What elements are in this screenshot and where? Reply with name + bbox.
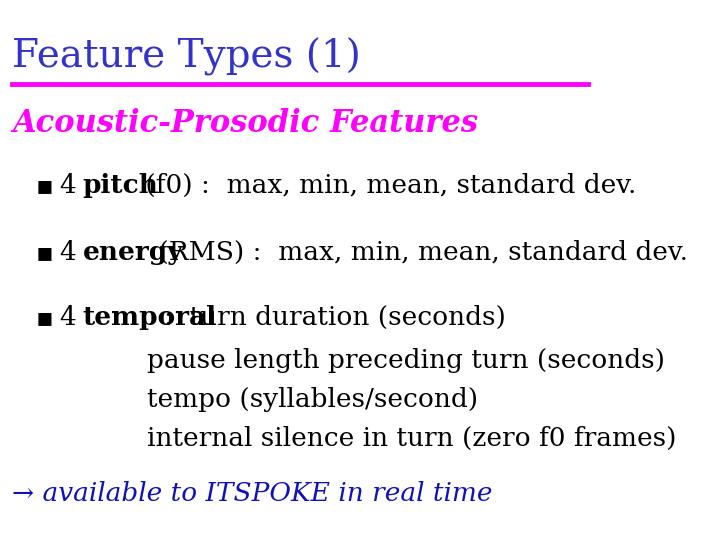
Text: 4: 4 <box>60 240 85 265</box>
Text: tempo (syllables/second): tempo (syllables/second) <box>147 387 478 412</box>
Text: (f0) :  max, min, mean, standard dev.: (f0) : max, min, mean, standard dev. <box>137 173 636 198</box>
Text: Acoustic-Prosodic Features: Acoustic-Prosodic Features <box>12 108 478 139</box>
Text: 4: 4 <box>60 305 85 330</box>
Text: Feature Types (1): Feature Types (1) <box>12 38 361 76</box>
Text: (RMS) :  max, min, mean, standard dev.: (RMS) : max, min, mean, standard dev. <box>150 240 688 265</box>
Text: ▪: ▪ <box>36 240 54 266</box>
Text: :  turn duration (seconds): : turn duration (seconds) <box>164 305 506 330</box>
Text: energy: energy <box>83 240 184 265</box>
Text: internal silence in turn (zero f0 frames): internal silence in turn (zero f0 frames… <box>147 426 677 451</box>
Text: ▪: ▪ <box>36 305 54 331</box>
Text: pitch: pitch <box>83 173 158 198</box>
Text: → available to ITSPOKE in real time: → available to ITSPOKE in real time <box>12 481 492 505</box>
Text: pause length preceding turn (seconds): pause length preceding turn (seconds) <box>147 348 665 373</box>
Text: ▪: ▪ <box>36 173 54 199</box>
Text: temporal: temporal <box>83 305 217 330</box>
Text: 4: 4 <box>60 173 85 198</box>
